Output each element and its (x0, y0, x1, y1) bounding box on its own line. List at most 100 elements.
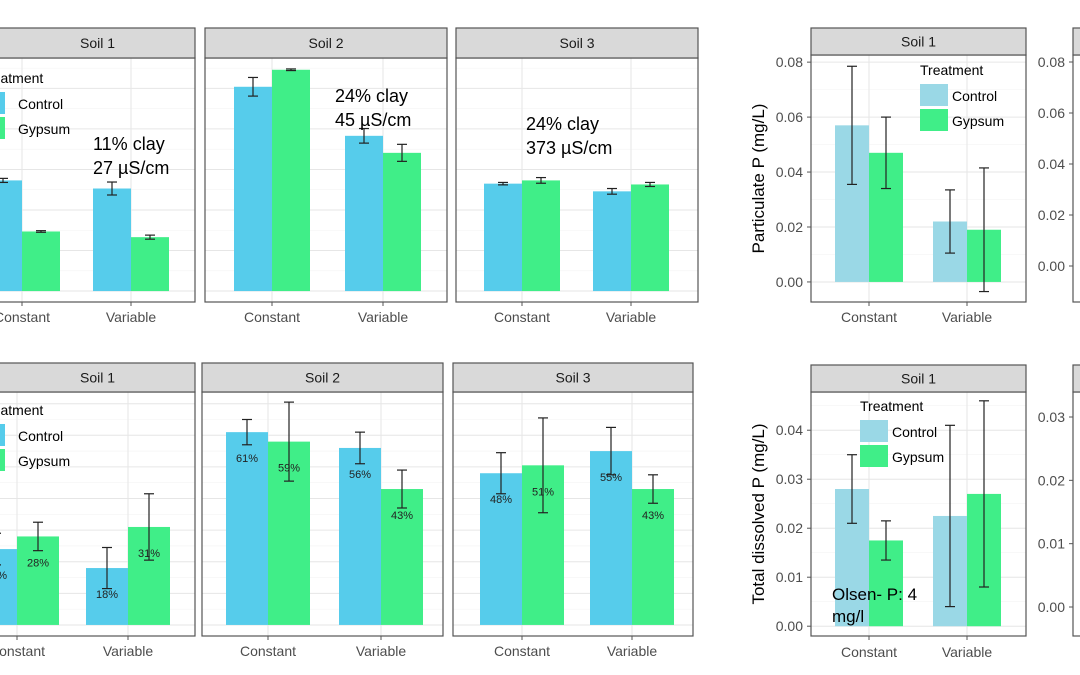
legend-label-control: Control (952, 88, 997, 104)
y-tick-label: 0.08 (1038, 54, 1065, 70)
legend-swatch-gypsum (920, 109, 948, 131)
panel-strip (452, 362, 694, 393)
panel-title: Soil 1 (901, 371, 936, 387)
y-tick-label: 0.06 (1038, 105, 1065, 121)
error-bar (36, 230, 46, 233)
bar-control-constant (226, 432, 268, 625)
bar-gypsum-constant (272, 69, 310, 292)
error-bar (144, 493, 154, 561)
legend-label-control: Control (18, 96, 63, 112)
error-bar (248, 76, 258, 97)
y-tick-label: 0.04 (776, 164, 803, 180)
y-tick-label: 0.00 (1038, 599, 1065, 615)
legend: Treatment Control Gypsum (920, 62, 1004, 131)
y-tick-label: 0.00 (776, 618, 803, 634)
panel-strip (0, 27, 196, 59)
legend-title: Treatment (860, 398, 923, 414)
legend-label-gypsum: Gypsum (18, 121, 70, 137)
error-bar (498, 181, 508, 186)
panel-title: Soil 2 (305, 370, 340, 386)
error-bar (945, 424, 955, 608)
y-tick-label: 0.01 (776, 569, 803, 585)
error-bar (607, 187, 617, 195)
legend-swatch-gypsum (0, 117, 5, 139)
panel-strip (810, 364, 1027, 393)
data-label: 24% (0, 570, 7, 582)
legend-swatch-gypsum (0, 449, 5, 471)
error-bar (33, 521, 43, 552)
x-tick-label: Variable (358, 309, 409, 325)
x-tick-label: Variable (607, 643, 658, 659)
error-bar (242, 418, 252, 446)
data-label: 51% (532, 486, 554, 498)
panel-soil-3: 48% 55% 51% 43% Soil 3 Constant Variable (452, 362, 694, 659)
bar-gypsum-constant (22, 231, 60, 292)
error-bar (102, 546, 112, 590)
panel-soil-1: Soil 1 Constant Variable (810, 364, 1027, 660)
error-bar (496, 452, 506, 495)
panel-strip (204, 27, 448, 59)
y-tick-label: 0.01 (1038, 536, 1065, 552)
error-bar (645, 181, 655, 188)
panel-soil-3: Soil 3 Constant Variable 24% clay 373 µS/cm (455, 27, 699, 325)
partial-panel-strip (1072, 364, 1080, 393)
error-bar (145, 234, 155, 240)
data-label: 55% (600, 472, 622, 484)
bar-control-constant (234, 86, 272, 292)
panel-strip (810, 27, 1027, 56)
bar-control-constant (484, 183, 522, 292)
error-bar (979, 167, 989, 293)
legend-label-control: Control (18, 428, 63, 444)
error-bar (107, 181, 117, 196)
legend-swatch-control (920, 84, 948, 106)
y-tick-label: 0.02 (1038, 207, 1065, 223)
panel-strip (201, 362, 444, 393)
olsen-p-annotation: mg/l (832, 607, 864, 626)
error-bar (397, 143, 407, 162)
panel-annotation: 45 µS/cm (335, 110, 411, 130)
panel-title: Soil 3 (555, 370, 590, 386)
error-bar (847, 65, 857, 186)
y-tick-label: 0.02 (776, 520, 803, 536)
bar-gypsum-variable (131, 237, 169, 292)
x-tick-label: Variable (356, 643, 407, 659)
chart-1: 24% 18% 28% 31% Soil 1 Constant Variable 61% 56%… (0, 362, 694, 659)
x-tick-label: Constant (841, 309, 897, 325)
y-tick-label: 0.03 (1038, 409, 1065, 425)
olsen-p-annotation: Olsen- P: 4 (832, 585, 917, 604)
partial-panel (1072, 391, 1080, 637)
bar-control-variable (339, 447, 381, 625)
legend: Treatment Control Gypsum (0, 70, 70, 139)
legend-swatch-control (860, 420, 888, 442)
legend-swatch-control (0, 424, 5, 446)
legend-label-gypsum: Gypsum (952, 113, 1004, 129)
data-label: 59% (278, 463, 300, 475)
panel-annotation: 27 µS/cm (93, 158, 169, 178)
panel-soil-1: 24% 18% 28% 31% Soil 1 Constant Variable (0, 362, 196, 659)
legend-label-gypsum: Gypsum (892, 449, 944, 465)
legend: Treatment Control Gypsum (860, 398, 944, 467)
y-tick-label: 0.00 (1038, 258, 1065, 274)
x-tick-label: Constant (240, 643, 296, 659)
bar-control-variable (93, 188, 131, 292)
panel-soil-1: Soil 1 Constant Variable 11% clay 27 µS/cm (0, 27, 196, 325)
bar-gypsum-constant (522, 180, 560, 292)
panel-soil-1: Soil 1 Constant Variable (810, 27, 1027, 325)
error-bar (397, 469, 407, 509)
x-tick-label: Variable (942, 309, 993, 325)
legend-title: Treatment (0, 70, 43, 86)
data-label: 43% (391, 510, 413, 522)
legend-title: Treatment (920, 62, 983, 78)
panel-soil-2: Soil 2 Constant Variable 24% clay 45 µS/cm (204, 27, 448, 325)
error-bar (881, 116, 891, 190)
legend-swatch-control (0, 92, 5, 114)
bar-control-variable (593, 191, 631, 292)
data-label: 28% (27, 557, 49, 569)
bar-gypsum-variable (383, 152, 421, 292)
y-tick-label: 0.02 (1038, 472, 1065, 488)
bar-control-variable (345, 135, 383, 292)
error-bar (606, 426, 616, 476)
bar-gypsum-variable (632, 489, 674, 625)
